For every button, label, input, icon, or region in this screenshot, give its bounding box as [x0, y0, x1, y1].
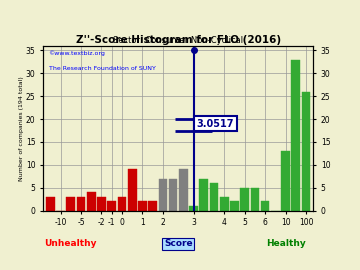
Bar — [251, 188, 259, 211]
Bar — [148, 201, 157, 211]
Text: Sector: Consumer Non-Cyclical: Sector: Consumer Non-Cyclical — [113, 36, 243, 45]
Bar — [199, 178, 208, 211]
Text: Score: Score — [164, 239, 193, 248]
Bar — [138, 201, 147, 211]
Text: ©www.textbiz.org: ©www.textbiz.org — [49, 51, 105, 56]
Bar — [292, 60, 300, 211]
Bar — [107, 201, 116, 211]
Y-axis label: Number of companies (194 total): Number of companies (194 total) — [19, 76, 24, 181]
Bar — [118, 197, 126, 211]
Bar — [210, 183, 219, 211]
Bar — [169, 178, 177, 211]
Title: Z''-Score Histogram for FLO (2016): Z''-Score Histogram for FLO (2016) — [76, 35, 281, 45]
Bar — [261, 201, 270, 211]
Bar — [46, 197, 55, 211]
Bar — [77, 197, 85, 211]
Text: The Research Foundation of SUNY: The Research Foundation of SUNY — [49, 66, 156, 71]
Bar — [67, 197, 75, 211]
Text: Healthy: Healthy — [266, 239, 306, 248]
Bar — [97, 197, 106, 211]
Bar — [220, 197, 229, 211]
Bar — [302, 92, 310, 211]
Bar — [240, 188, 249, 211]
Bar — [158, 178, 167, 211]
Bar — [281, 151, 290, 211]
Bar — [87, 192, 96, 211]
Bar — [189, 206, 198, 211]
Bar — [179, 170, 188, 211]
Text: Unhealthy: Unhealthy — [44, 239, 96, 248]
Text: 3.0517: 3.0517 — [197, 119, 234, 129]
Bar — [128, 170, 136, 211]
Bar — [230, 201, 239, 211]
